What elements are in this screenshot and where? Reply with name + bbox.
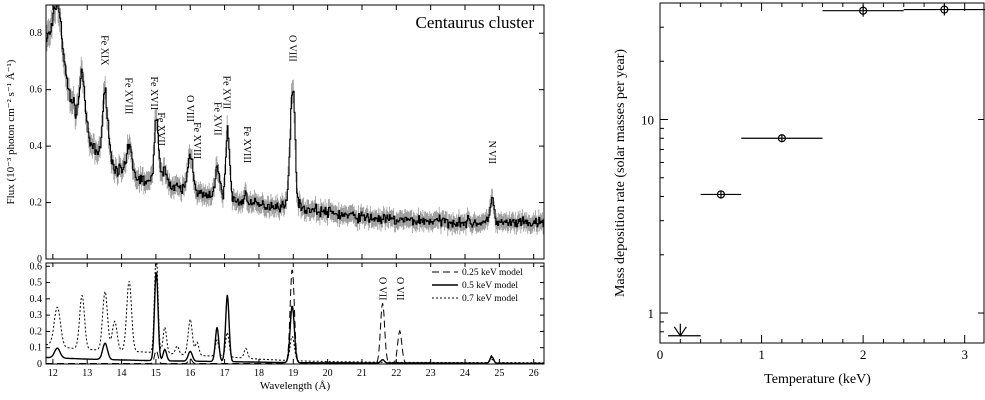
spectrum-y-tick-label: 0 (37, 254, 42, 265)
models-x-tick-label: 19 (288, 368, 298, 379)
line-label: Fe XVII (212, 102, 223, 136)
models-x-tick-label: 22 (391, 368, 401, 379)
legend-label: 0.5 keV model (462, 281, 518, 291)
line-label: N VII (486, 141, 497, 164)
spectrum-data-group (46, 5, 544, 237)
spectrum-y-tick-label: 0.6 (30, 85, 43, 96)
line-label: O VIII (286, 35, 297, 62)
line-label: Fe XVII (148, 76, 159, 110)
legend-label: 0.7 keV model (462, 294, 518, 304)
line-label: Fe XVIII (122, 77, 133, 114)
models-x-tick-label: 25 (494, 368, 504, 379)
rate-tick-label: 10 (641, 113, 654, 128)
models-x-tick-label: 17 (220, 368, 230, 379)
line-label: Fe XVII (220, 76, 231, 110)
models-x-tick-label: 15 (151, 368, 161, 379)
spectrum-panel: 0 0.2 0.4 0.6 0.8 Centaurus cluster Flux (10… (5, 4, 545, 265)
wavelength-axis-label: Wavelength (Å) (260, 380, 331, 392)
data-point (777, 134, 786, 143)
model-line-label: O VII (377, 277, 388, 300)
spectrum-y-tick-label: 0.2 (30, 198, 43, 209)
model-line-label: O VII (394, 277, 405, 300)
line-label: O VIII (184, 95, 195, 122)
line-label: Fe XIX (98, 35, 109, 66)
models-legend: 0.25 keV model 0.5 keV model 0.7 keV model (432, 268, 523, 304)
model-series-line (46, 263, 544, 364)
models-y-tick-label: 0.3 (30, 310, 43, 321)
spectrum-frame (45, 4, 545, 260)
spectrum-y-axis-label: Flux (10⁻³ photon cm⁻² s⁻¹ Å⁻¹) (5, 59, 17, 204)
models-x-tick-label: 18 (254, 368, 264, 379)
rate-tick-label: 1 (648, 306, 655, 321)
models-y-tick-label: 0 (37, 359, 42, 370)
models-x-tick-label: 14 (117, 368, 127, 379)
models-y-tick-label: 0.4 (30, 294, 43, 305)
models-panel: 12 13 14 15 16 17 18 19 20 21 22 23 24 25 26 0 0.1 0.2 0.3… (30, 261, 545, 392)
models-x-tick-label: 24 (460, 368, 470, 379)
models-x-tick-label: 21 (357, 368, 367, 379)
model-series-line (46, 272, 544, 364)
spectrum-series-line (46, 5, 544, 229)
models-y-tick-label: 0.5 (30, 278, 43, 289)
spectrum-y-tick-label: 0.8 (30, 28, 43, 39)
mass-deposition-data-group (668, 4, 985, 337)
mass-deposition-panel: 0 1 2 3 1 10 Temperature (keV) Mass depositio… (613, 2, 985, 387)
models-axes: 12 13 14 15 16 17 18 19 20 21 22 23 24 25 26 0 0.1 0.2 0.3… (30, 261, 544, 379)
models-frame (45, 262, 545, 365)
mass-deposition-frame (659, 2, 985, 344)
models-y-tick-label: 0.2 (30, 326, 43, 337)
models-y-tick-label: 0.6 (30, 261, 43, 272)
data-point (859, 6, 868, 15)
legend-label: 0.25 keV model (462, 268, 523, 278)
models-x-tick-label: 26 (529, 368, 539, 379)
spectrum-y-tick-label: 0.4 (30, 141, 43, 152)
temperature-tick-label: 2 (860, 347, 867, 362)
temperature-tick-label: 3 (961, 347, 968, 362)
data-point (716, 190, 726, 199)
models-x-tick-label: 16 (185, 368, 195, 379)
mass-deposition-y-axis-label: Mass deposition rate (solar masses per y… (613, 49, 628, 297)
temperature-tick-label: 0 (657, 347, 664, 362)
temperature-tick-label: 1 (758, 347, 765, 362)
spectrum-axes: 0 0.2 0.4 0.6 0.8 (30, 5, 544, 265)
models-y-tick-label: 0.1 (30, 343, 43, 354)
models-x-tick-label: 13 (82, 368, 92, 379)
model-line-labels: O VII O VII (377, 277, 405, 300)
temperature-axis-label: Temperature (keV) (764, 372, 871, 387)
line-label: Fe XVII (155, 112, 166, 146)
models-x-tick-label: 23 (426, 368, 436, 379)
models-x-tick-label: 12 (48, 368, 58, 379)
line-label: Fe XVIII (191, 122, 202, 159)
spectrum-title: Centaurus cluster (416, 13, 535, 32)
data-point (940, 5, 949, 14)
upper-limit-arrow (673, 323, 687, 337)
models-x-tick-label: 20 (323, 368, 333, 379)
line-label: Fe XVIII (241, 126, 252, 163)
mass-deposition-axes: 0 1 2 3 1 10 (641, 2, 984, 362)
